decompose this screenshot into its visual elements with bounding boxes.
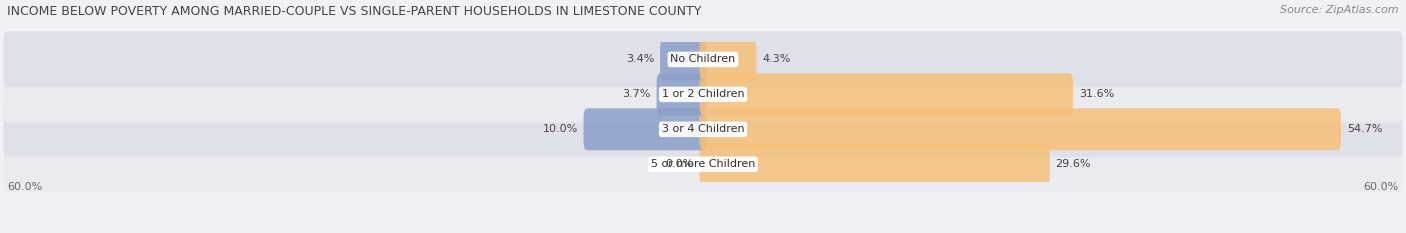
Text: 5 or more Children: 5 or more Children <box>651 159 755 169</box>
Text: 3 or 4 Children: 3 or 4 Children <box>662 124 744 134</box>
FancyBboxPatch shape <box>4 136 1402 192</box>
FancyBboxPatch shape <box>700 143 1050 185</box>
Text: 0.0%: 0.0% <box>665 159 693 169</box>
Text: 3.4%: 3.4% <box>626 55 654 64</box>
Text: 10.0%: 10.0% <box>543 124 578 134</box>
Text: 54.7%: 54.7% <box>1347 124 1382 134</box>
Text: Source: ZipAtlas.com: Source: ZipAtlas.com <box>1281 5 1399 15</box>
Text: 1 or 2 Children: 1 or 2 Children <box>662 89 744 99</box>
Text: 60.0%: 60.0% <box>1364 182 1399 192</box>
Text: 31.6%: 31.6% <box>1078 89 1114 99</box>
FancyBboxPatch shape <box>700 38 756 80</box>
Text: INCOME BELOW POVERTY AMONG MARRIED-COUPLE VS SINGLE-PARENT HOUSEHOLDS IN LIMESTO: INCOME BELOW POVERTY AMONG MARRIED-COUPL… <box>7 5 702 18</box>
FancyBboxPatch shape <box>659 38 706 80</box>
FancyBboxPatch shape <box>700 73 1073 115</box>
Text: 29.6%: 29.6% <box>1056 159 1091 169</box>
Text: 60.0%: 60.0% <box>7 182 42 192</box>
Text: 3.7%: 3.7% <box>623 89 651 99</box>
FancyBboxPatch shape <box>657 73 706 115</box>
FancyBboxPatch shape <box>4 66 1402 122</box>
FancyBboxPatch shape <box>4 101 1402 157</box>
Text: 4.3%: 4.3% <box>762 55 790 64</box>
FancyBboxPatch shape <box>700 108 1341 150</box>
Text: No Children: No Children <box>671 55 735 64</box>
FancyBboxPatch shape <box>4 31 1402 87</box>
FancyBboxPatch shape <box>583 108 706 150</box>
